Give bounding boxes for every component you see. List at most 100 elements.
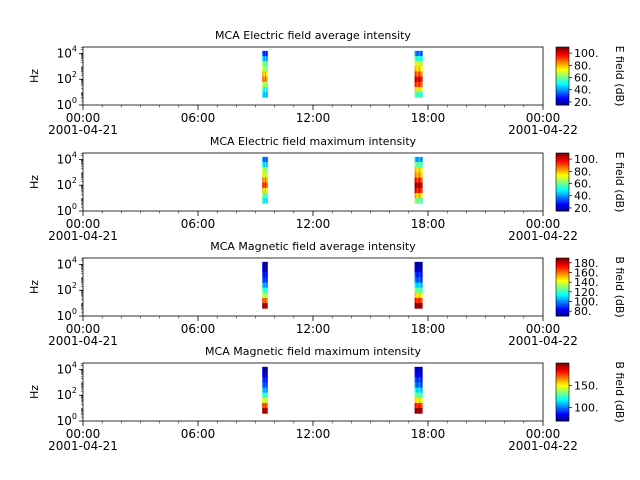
spectrogram-cell [266, 86, 268, 93]
spectrogram-cell [262, 408, 264, 414]
colorbar-segment [556, 84, 569, 87]
spectrogram-cell [266, 61, 268, 67]
spectrogram-cell [262, 277, 264, 283]
spectrogram-cell [420, 277, 423, 283]
spectrogram-cell [416, 156, 419, 163]
spectrogram-cell [418, 392, 421, 399]
colorbar-tick-label: 160. [574, 267, 599, 280]
colorbar-segment [556, 367, 569, 370]
spectrogram-cell [418, 297, 421, 304]
panel-3: MCA Magnetic field average intensity 100 1… [28, 240, 626, 348]
spectrogram-pass [262, 366, 268, 414]
spectrogram-cell [266, 292, 268, 299]
spectrogram-cell [420, 192, 423, 199]
colorbar-segment [556, 377, 569, 380]
spectrogram-cell [264, 392, 267, 399]
spectrogram-pass [414, 156, 423, 204]
spectrogram-cell [416, 61, 419, 67]
colorbar-segment [556, 311, 569, 314]
spectrogram-cell [414, 156, 417, 163]
panel-2: MCA Electric field maximum intensity 100 1… [28, 135, 626, 243]
spectrogram-cell [263, 76, 266, 83]
colorbar-segment [556, 94, 569, 97]
colorbar-segment [556, 279, 569, 282]
spectrogram-cell [262, 287, 264, 294]
spectrogram-cell [262, 387, 264, 394]
spectrogram-cell [420, 408, 423, 414]
colorbar-segment [556, 89, 569, 91]
spectrogram-cell [264, 192, 267, 199]
colorbar-label: E field (dB) [613, 152, 626, 213]
spectrogram-cell [262, 76, 264, 83]
colorbar-segment [556, 400, 569, 403]
colorbar: 80.100.120.140.160.180. B field (dB) [555, 256, 626, 318]
colorbar-segment [556, 266, 569, 269]
spectrogram-cell [418, 162, 421, 168]
spectrogram-cell [414, 387, 417, 394]
spectrogram-cell [264, 156, 267, 163]
spectrogram-cell [420, 366, 423, 373]
colorbar-segment [556, 183, 569, 186]
y-tick-label: 100 [57, 307, 77, 323]
plot-frame [82, 257, 544, 317]
spectrogram-cell [414, 392, 417, 399]
x-tick-time: 06:00 [181, 111, 216, 125]
colorbar-segment [556, 413, 569, 416]
x-tick-time: 18:00 [411, 427, 446, 441]
spectrogram-cell [263, 402, 266, 409]
colorbar-segment [556, 47, 569, 49]
colorbar-segment [556, 302, 569, 305]
x-tick-time: 12:00 [296, 111, 331, 125]
spectrogram-cell [262, 297, 264, 304]
spectrogram-cell [418, 192, 421, 199]
spectrogram-cell [418, 156, 421, 163]
x-tick-time: 00:00 [66, 427, 101, 441]
spectrogram-cell [418, 86, 421, 93]
colorbar-segment [556, 390, 569, 393]
spectrogram-cell [420, 172, 423, 178]
spectrogram-cell [414, 372, 417, 378]
spectrogram-cell [263, 387, 266, 394]
spectrogram-cell [414, 397, 417, 404]
spectrogram-cell [418, 397, 421, 404]
x-tick-time: 00:00 [526, 217, 561, 231]
colorbar-segment [556, 55, 569, 58]
spectrogram-cell [266, 56, 268, 62]
spectrogram-cell [262, 402, 264, 409]
spectrogram-cell [263, 397, 266, 404]
colorbar-segment [556, 281, 569, 284]
colorbar-segment [556, 287, 569, 289]
spectrogram-cell [418, 387, 421, 394]
spectrogram-cell [418, 382, 421, 388]
spectrogram-cell [420, 272, 423, 278]
x-tick-date: 2001-04-21 [48, 123, 118, 137]
colorbar-segment [556, 260, 569, 263]
spectrogram-cell [416, 81, 419, 88]
colorbar-segment [556, 61, 569, 64]
colorbar-segment [556, 179, 569, 182]
spectrogram-cell [262, 303, 264, 309]
colorbar-segment [556, 364, 569, 367]
spectrogram-cell [263, 408, 266, 414]
colorbar-segment [556, 258, 569, 260]
y-tick-label: 102 [57, 281, 77, 297]
spectrogram-cell [266, 267, 268, 273]
spectrogram-cell [266, 402, 268, 409]
x-tick-date: 2001-04-21 [48, 334, 118, 348]
spectrogram-cell [418, 402, 421, 409]
spectrogram-cell [266, 397, 268, 404]
colorbar-segment [556, 405, 569, 407]
spectrogram-cell [416, 397, 419, 404]
spectrogram-cell [416, 387, 419, 394]
spectrogram-cell [266, 66, 268, 72]
panel-title: MCA Magnetic field maximum intensity [205, 345, 421, 358]
spectrogram-cell [264, 56, 267, 62]
colorbar-label: B field (dB) [613, 256, 626, 317]
spectrogram-cell [418, 292, 421, 299]
colorbar-segment [556, 276, 569, 279]
spectrogram-cell [263, 187, 266, 194]
spectrogram-cell [420, 282, 423, 289]
colorbar-tick-label: 40. [574, 84, 592, 97]
colorbar-segment [556, 407, 569, 410]
